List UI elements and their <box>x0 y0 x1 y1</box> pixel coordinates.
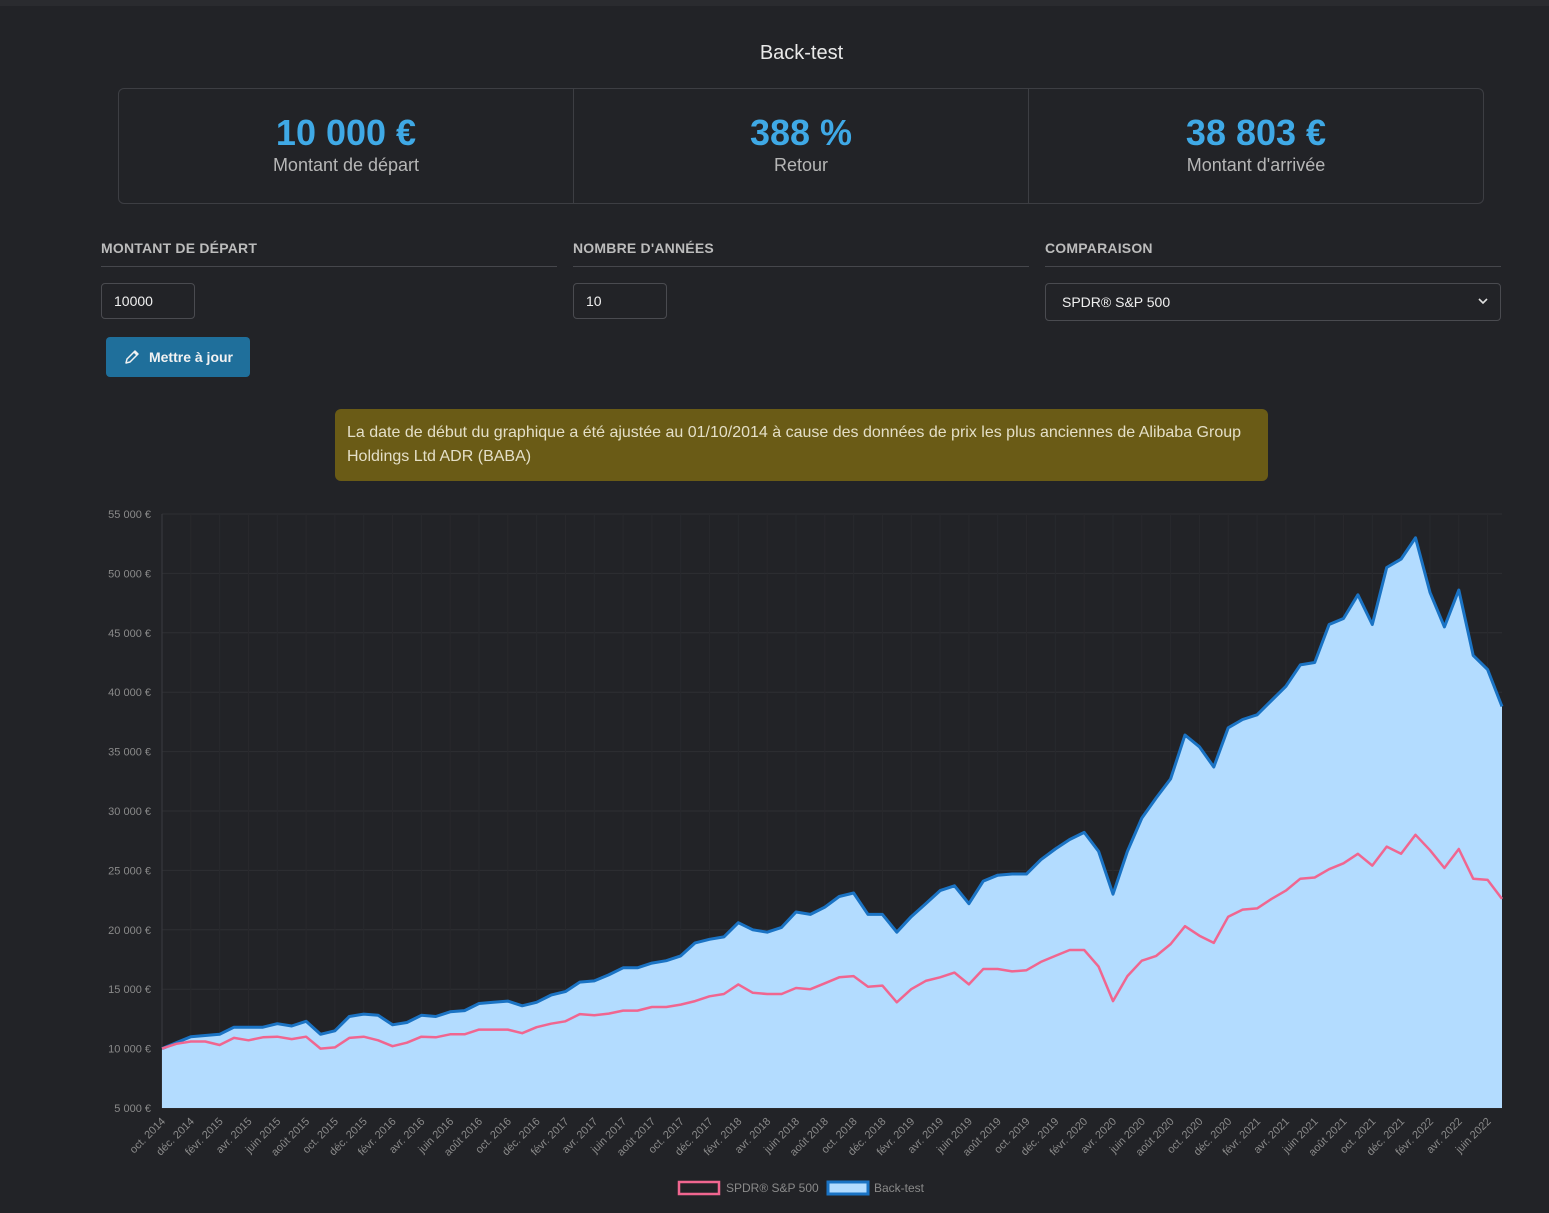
y-tick-label: 30 000 € <box>108 806 151 818</box>
stat-end-amount: 38 803 € Montant d'arrivée <box>1028 89 1483 203</box>
y-axis: 5 000 € 10 000 € 15 000 € 20 000 € 25 000 € 3… <box>108 509 151 1115</box>
y-tick-label: 35 000 € <box>108 747 151 759</box>
legend-label-backtest: Back-test <box>874 1181 925 1195</box>
y-tick-label: 20 000 € <box>108 925 151 937</box>
y-tick-label: 45 000 € <box>108 628 151 640</box>
comparison-select[interactable]: SPDR® S&P 500 <box>1045 283 1501 321</box>
stat-label: Montant de départ <box>272 155 420 175</box>
legend-label-sp500: SPDR® S&P 500 <box>726 1181 819 1195</box>
backtest-chart: 5 000 € 10 000 € 15 000 € 20 000 € 25 000 € 3… <box>108 509 1504 1196</box>
y-tick-label: 50 000 € <box>108 568 151 580</box>
start-amount-input[interactable] <box>101 283 195 319</box>
y-tick-label: 10 000 € <box>108 1044 151 1056</box>
stats-panel: 10 000 € Montant de départ 388 % Retour … <box>118 88 1484 204</box>
y-tick-label: 15 000 € <box>108 984 151 996</box>
update-button[interactable]: Mettre à jour <box>106 337 250 377</box>
backtest-area <box>162 537 1502 1108</box>
update-button-label: Mettre à jour <box>148 349 233 365</box>
chevron-down-icon <box>1478 298 1488 305</box>
comparison-label: COMPARAISON <box>1045 240 1501 267</box>
top-bar <box>0 0 1549 6</box>
years-input[interactable] <box>573 283 667 319</box>
legend-swatch-backtest <box>826 1180 870 1196</box>
comparison-field: COMPARAISON SPDR® S&P 500 <box>1045 240 1501 321</box>
comparison-selected-value: SPDR® S&P 500 <box>1062 294 1171 310</box>
y-tick-label: 55 000 € <box>108 509 151 521</box>
backtest-line <box>161 536 1504 1050</box>
years-field: NOMBRE D'ANNÉES <box>573 240 1029 319</box>
y-tick-label: 25 000 € <box>108 865 151 877</box>
stat-value: 388 % <box>749 112 853 153</box>
legend-swatch-sp500 <box>677 1180 721 1196</box>
sp500-line <box>161 833 1503 1050</box>
stat-label: Montant d'arrivée <box>1186 155 1326 175</box>
y-tick-label: 40 000 € <box>108 687 151 699</box>
pencil-icon <box>125 350 139 364</box>
stat-label: Retour <box>773 155 829 175</box>
stat-value: 10 000 € <box>275 112 417 153</box>
page-title: Back-test <box>759 42 844 64</box>
years-label: NOMBRE D'ANNÉES <box>573 240 1029 267</box>
chart-legend: SPDR® S&P 500 Back-test <box>677 1180 925 1196</box>
start-amount-field: MONTANT DE DÉPART <box>101 240 557 319</box>
stat-start-amount: 10 000 € Montant de départ <box>119 89 573 203</box>
date-adjust-notice: La date de début du graphique a été ajus… <box>335 409 1268 481</box>
chart-series <box>161 536 1504 1108</box>
start-amount-label: MONTANT DE DÉPART <box>101 240 557 267</box>
stat-value: 38 803 € <box>1185 112 1327 153</box>
stat-return: 388 % Retour <box>573 89 1028 203</box>
y-tick-label: 5 000 € <box>114 1103 151 1115</box>
